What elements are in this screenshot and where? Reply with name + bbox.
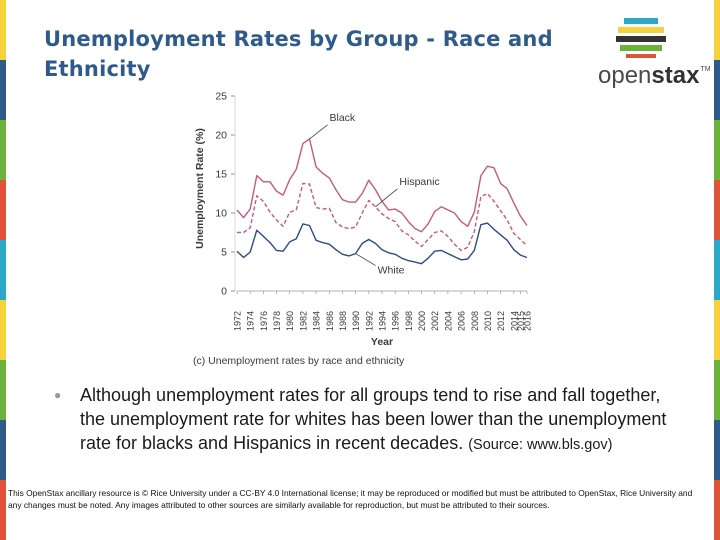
- x-axis-label: Year: [371, 336, 393, 348]
- x-tick-label: 1982: [298, 311, 308, 331]
- edge-stripe: [0, 420, 6, 480]
- edge-stripe: [714, 420, 720, 480]
- annotation-leader: [355, 253, 376, 266]
- y-tick-label: 20: [215, 130, 227, 142]
- y-axis-label: Unemployment Rate (%): [194, 128, 206, 249]
- y-tick-label: 10: [215, 208, 227, 220]
- x-tick-label: 2015: [516, 311, 526, 331]
- series-line-black: [236, 138, 528, 233]
- x-tick-label: 1996: [391, 311, 401, 331]
- logo-bar: [626, 54, 656, 58]
- edge-stripe: [0, 120, 6, 180]
- logo-bar: [620, 45, 662, 51]
- logo-bar: [616, 36, 666, 42]
- x-tick-label: 1992: [364, 311, 374, 331]
- edge-stripe: [714, 180, 720, 240]
- x-tick-label: 1976: [259, 311, 269, 331]
- series-line-white: [236, 222, 528, 265]
- edge-stripe: [714, 60, 720, 120]
- edge-stripe: [0, 60, 6, 120]
- license-footer: This OpenStax ancillary resource is © Ri…: [8, 488, 693, 510]
- x-tick-label: 2012: [496, 311, 506, 331]
- x-tick-label: 1990: [351, 311, 361, 331]
- y-tick-label: 25: [215, 91, 227, 103]
- slide-title: Unemployment Rates by Group - Race and E…: [44, 27, 553, 81]
- edge-stripe: [714, 240, 720, 300]
- x-tick-label: 2000: [417, 311, 427, 331]
- y-tick-label: 0: [221, 286, 227, 298]
- right-color-strip: [714, 0, 720, 540]
- logo-wordmark: openstaxTM: [598, 62, 711, 89]
- bullet-marker: ●: [54, 388, 62, 402]
- x-tick-label: 2004: [443, 311, 453, 331]
- x-tick-label: 1986: [325, 311, 335, 331]
- x-tick-label: 2014: [509, 311, 519, 331]
- edge-stripe: [714, 480, 720, 540]
- series-label-hispanic: Hispanic: [399, 176, 439, 188]
- edge-stripe: [0, 0, 6, 60]
- x-tick-label: 2006: [457, 311, 467, 331]
- x-tick-label: 1972: [233, 311, 243, 331]
- x-tick-label: 1974: [246, 311, 256, 331]
- logo-bar: [624, 18, 658, 24]
- edge-stripe: [0, 480, 6, 540]
- x-tick-label: 1988: [338, 311, 348, 331]
- x-tick-label: 1994: [378, 311, 388, 331]
- annotation-leader: [375, 188, 398, 208]
- series-label-black: Black: [330, 112, 356, 124]
- left-color-strip: [0, 0, 6, 540]
- y-tick-label: 15: [215, 169, 227, 181]
- openstax-logo: openstaxTM: [596, 14, 711, 90]
- edge-stripe: [714, 0, 720, 60]
- x-tick-label: 2002: [430, 311, 440, 331]
- x-tick-label: 1978: [272, 311, 282, 331]
- edge-stripe: [0, 180, 6, 240]
- edge-stripe: [0, 240, 6, 300]
- bullet-body: Although unemployment rates for all grou…: [80, 385, 667, 453]
- bullet-text: Although unemployment rates for all grou…: [80, 383, 670, 457]
- annotation-leader: [309, 124, 328, 140]
- logo-bar: [618, 27, 664, 33]
- edge-stripe: [714, 300, 720, 360]
- edge-stripe: [0, 360, 6, 420]
- x-tick-label: 1984: [312, 311, 322, 331]
- y-tick-label: 5: [221, 247, 227, 259]
- source-citation: (Source: www.bls.gov): [468, 437, 613, 453]
- x-tick-label: 2008: [470, 311, 480, 331]
- chart-caption: (c) Unemployment rates by race and ethni…: [193, 355, 405, 367]
- x-tick-label: 1980: [285, 311, 295, 331]
- x-tick-label: 1998: [404, 311, 414, 331]
- edge-stripe: [0, 300, 6, 360]
- x-tick-label: 2010: [483, 311, 493, 331]
- x-tick-label: 2016: [523, 311, 533, 331]
- edge-stripe: [714, 360, 720, 420]
- series-line-hispanic: [237, 182, 528, 252]
- edge-stripe: [714, 120, 720, 180]
- series-label-white: White: [378, 265, 405, 277]
